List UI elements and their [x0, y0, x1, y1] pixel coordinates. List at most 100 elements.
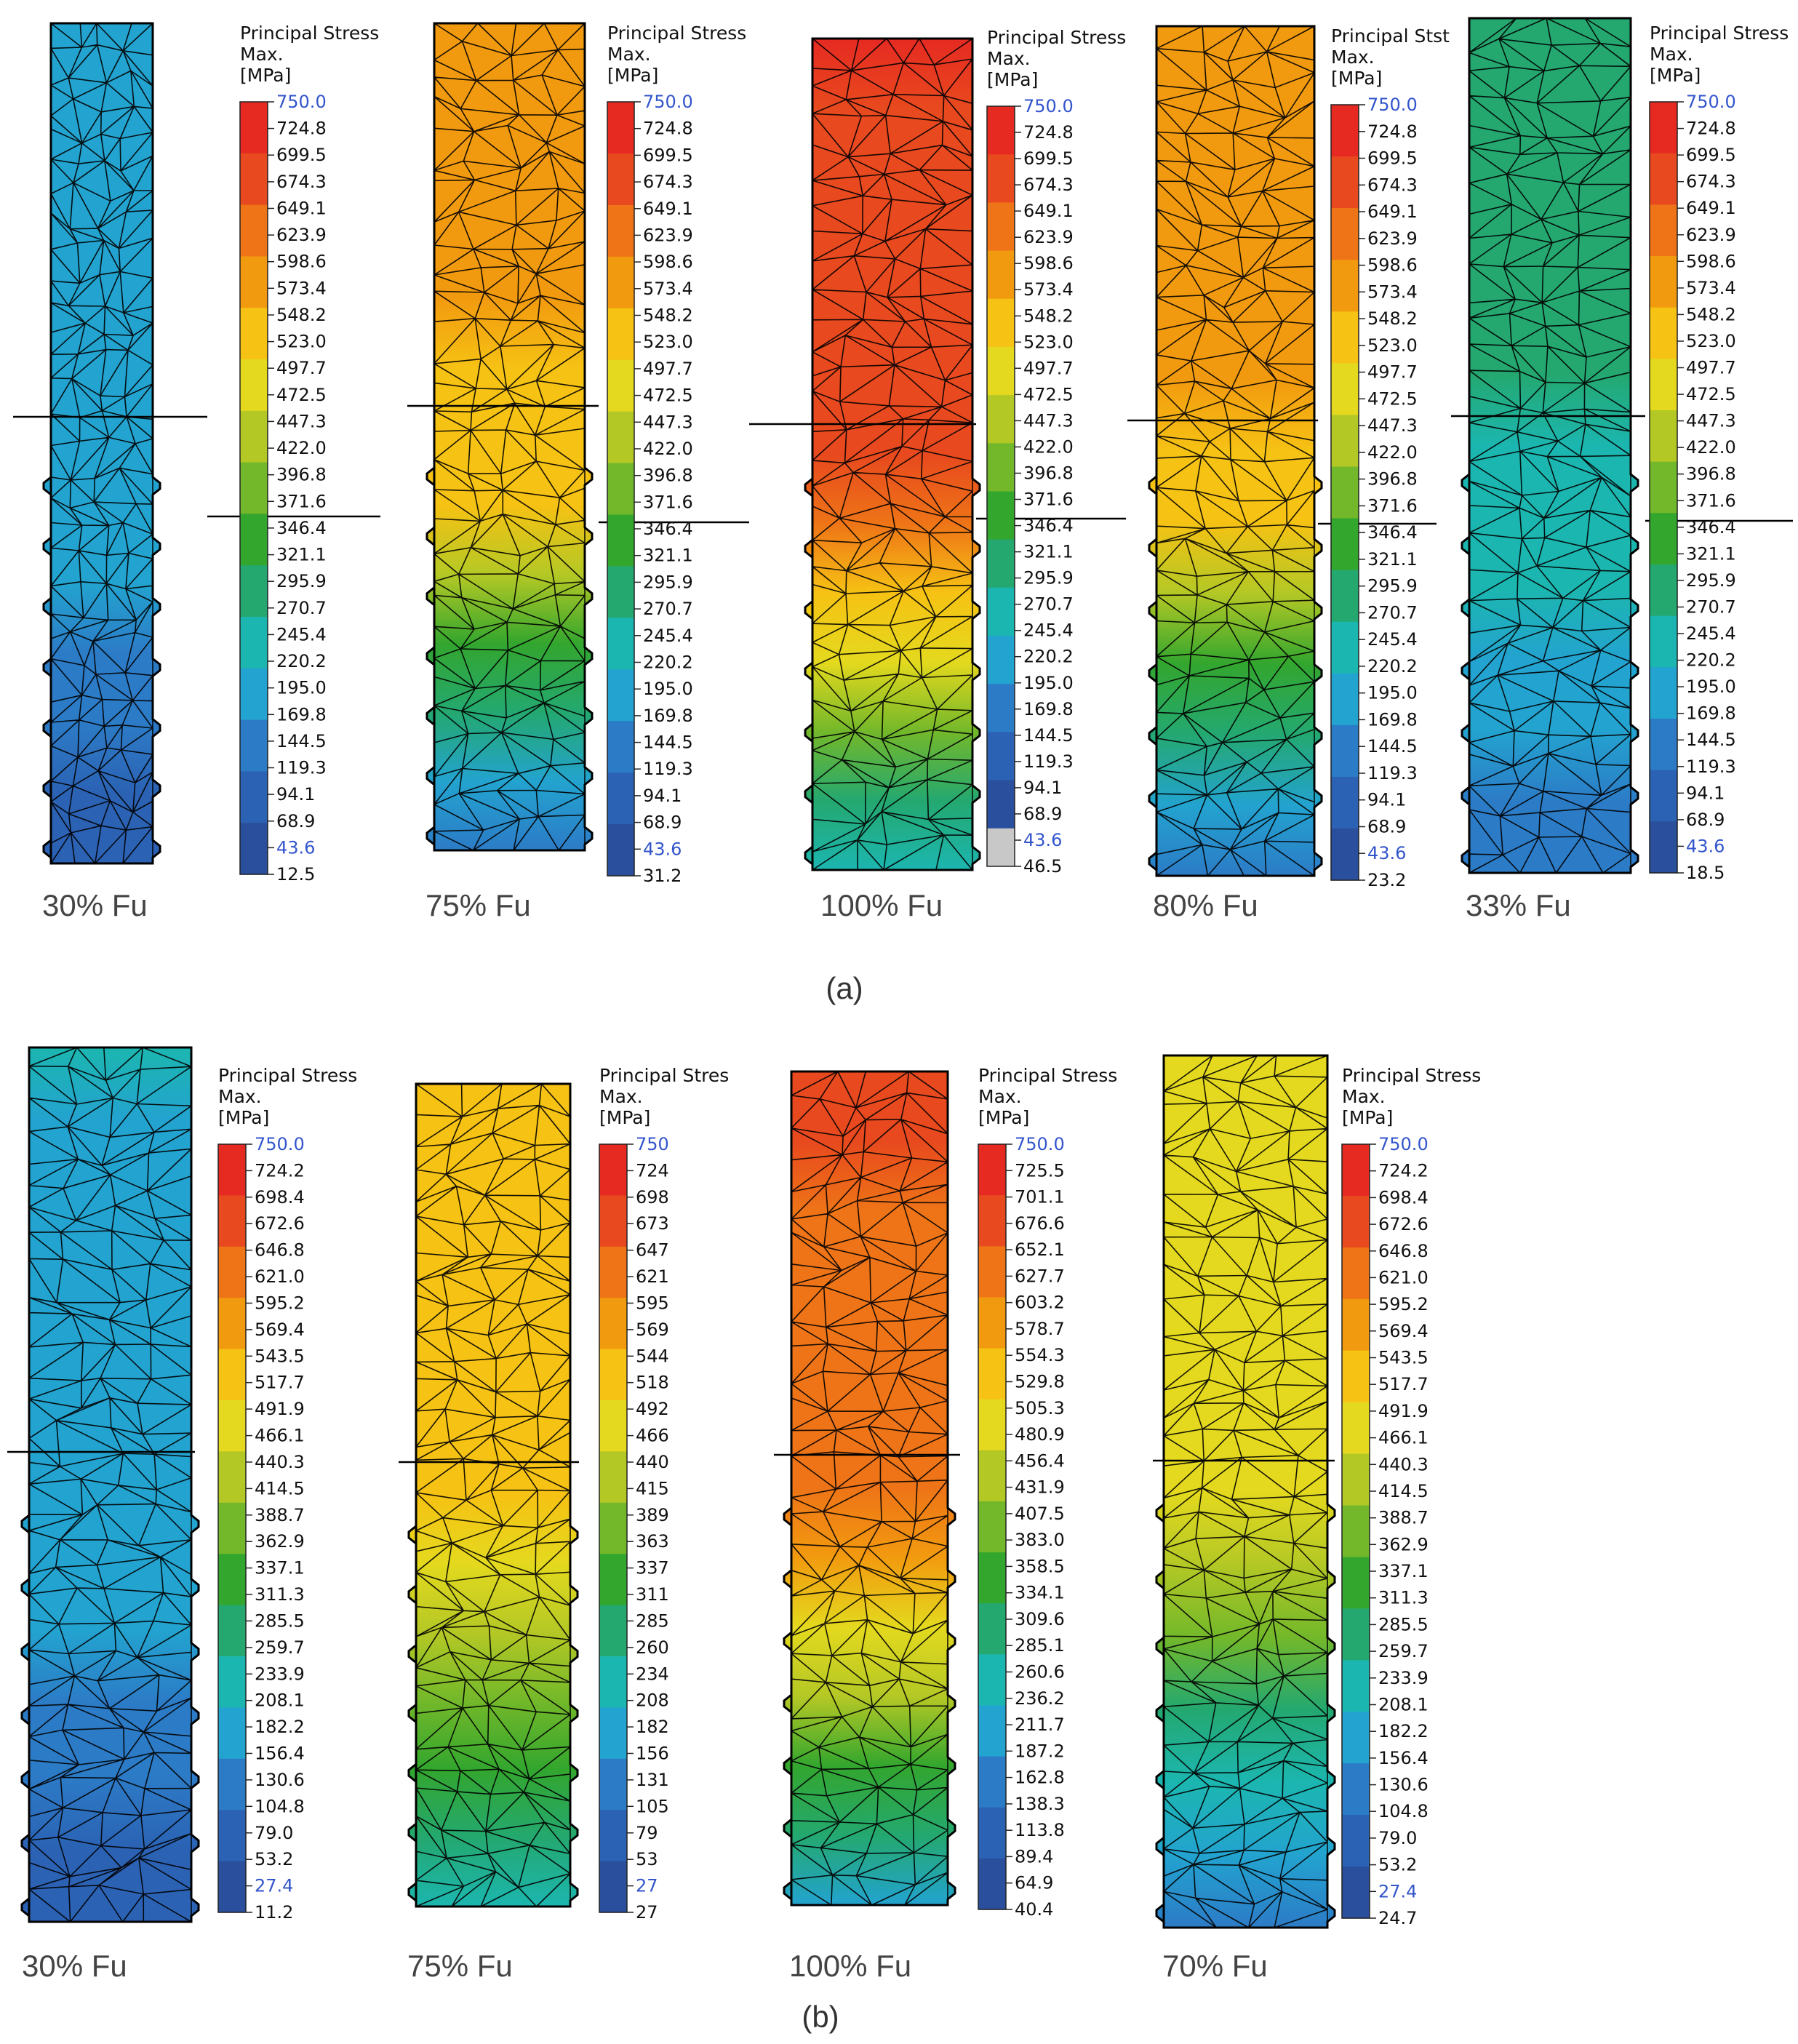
legend-tick-label: 701.1: [1015, 1187, 1065, 1207]
legend-tick-label: 497.7: [1023, 358, 1074, 378]
colorbar-band: [978, 1501, 1006, 1553]
colorbar-band: [978, 1705, 1006, 1757]
legend-tick-label: 233.9: [1378, 1668, 1429, 1688]
legend-tick-label: 43.6: [276, 837, 315, 858]
colorbar-band: [607, 514, 634, 567]
colorbar-band: [218, 1554, 246, 1606]
legend-title-line: Principal Stst: [1331, 25, 1450, 47]
legend-tick-label: 573.4: [1367, 282, 1418, 302]
colorbar-band: [1342, 1195, 1370, 1248]
legend-tick-label: 598.6: [1023, 253, 1074, 274]
colorbar-band: [218, 1707, 246, 1760]
colorbar-band: [599, 1758, 627, 1811]
colorbar-band: [240, 823, 268, 875]
legend-tick-label: 363: [636, 1531, 669, 1552]
legend-tick-label: 270.7: [276, 598, 327, 618]
legend-tick-label: 472.5: [1367, 388, 1418, 409]
legend-tick-label: 234: [636, 1664, 669, 1684]
legend-tick-label: 627.7: [1015, 1266, 1065, 1286]
legend-tick-label: 245.4: [276, 624, 327, 644]
panel-load-label: 70% Fu: [1162, 1949, 1268, 1983]
colorbar-band: [1342, 1144, 1370, 1197]
legend-tick-label: 676.6: [1015, 1213, 1065, 1234]
mesh-a2: [433, 23, 586, 851]
colorbar-band: [1331, 415, 1359, 468]
column-b4: [1155, 1054, 1336, 1929]
column-a1: [42, 22, 161, 865]
legend-tick-label: 285.5: [255, 1610, 305, 1631]
legend-tick-label: 220.2: [276, 651, 327, 671]
legend-tick-label: 119.3: [643, 759, 693, 779]
colorbar-band: [987, 443, 1015, 492]
colorbar-band: [1650, 410, 1677, 463]
legend-tick-label: 285.5: [1378, 1614, 1429, 1634]
legend-tick-label: 699.5: [276, 145, 327, 165]
colorbar-frame: [1649, 101, 1678, 874]
mesh-b1: [28, 1047, 192, 1923]
legend-tick-label: 422.0: [276, 438, 327, 458]
mesh-a3: [812, 38, 973, 871]
legend-tick-label: 724.8: [1367, 121, 1418, 142]
colorbar-band: [240, 771, 268, 823]
legend-tick-label: 119.3: [276, 758, 327, 778]
colorbar-band: [987, 154, 1015, 203]
colorbar-band: [1331, 724, 1359, 778]
legend-tick-label: 130.6: [255, 1770, 305, 1790]
legend-tick-label: 725.5: [1015, 1160, 1065, 1181]
legend-tick-label: 447.3: [1023, 410, 1074, 431]
colorbar-band: [1650, 204, 1677, 257]
colorbar-band: [607, 256, 634, 309]
legend-tick-label: 523.0: [1023, 332, 1074, 352]
legend-tick-label: 195.0: [643, 679, 693, 699]
legend-title-line: [MPa]: [599, 1107, 650, 1128]
legend-tick-label: 195.0: [1367, 683, 1418, 703]
legend-tick-label: 245.4: [1023, 620, 1074, 641]
colorbar-band: [987, 539, 1015, 588]
legend-tick-label: 259.7: [1378, 1641, 1429, 1661]
colorbar-band: [218, 1451, 246, 1504]
colorbar-band: [1331, 776, 1359, 829]
legend-tick-label: 569: [636, 1320, 669, 1340]
colorbar-band: [1331, 828, 1359, 881]
legend-tick-label: 623.9: [1686, 225, 1736, 245]
colorbar-band: [978, 1603, 1006, 1655]
colorbar-band: [218, 1810, 246, 1862]
legend-tick-label: 236.2: [1015, 1688, 1065, 1709]
legend-tick-label: 68.9: [276, 811, 315, 831]
legend-tick-label: 598.6: [643, 252, 693, 272]
legend-title-line: Max.: [1342, 1086, 1386, 1107]
legend-tick-label: 53.2: [1378, 1855, 1417, 1875]
legend-tick-label: 548.2: [276, 305, 327, 325]
legend-tick-label: 699.5: [1367, 148, 1418, 169]
legend-title-line: Principal Stress: [240, 23, 379, 44]
legend-title-line: Max.: [218, 1086, 262, 1107]
colorbar-band: [240, 153, 268, 206]
colorbar-band: [1331, 156, 1359, 209]
colorbar-frame: [599, 1143, 628, 1913]
legend-tick-label: 491.9: [1378, 1401, 1429, 1421]
colorbar-band: [607, 463, 634, 515]
legend-tick-label: 182.2: [1378, 1721, 1429, 1741]
legend-tick-label: 43.6: [1367, 843, 1406, 863]
legend-tick-label: 523.0: [1686, 331, 1736, 351]
legend-tick-label: 53: [636, 1849, 658, 1869]
legend-tick-label: 431.9: [1015, 1477, 1065, 1498]
colorbar-band: [599, 1298, 627, 1350]
colorbar-band: [599, 1400, 627, 1452]
colorbar-frame: [607, 101, 635, 877]
colorbar-band: [1342, 1453, 1370, 1506]
legend-tick-label: 64.9: [1015, 1873, 1053, 1893]
legend-title-line: Principal Stress: [987, 27, 1126, 48]
legend-tick-label: 544: [636, 1346, 669, 1366]
legend-title-line: Principal Stress: [607, 23, 746, 44]
colorbar-band: [987, 732, 1015, 781]
colorbar-band: [1342, 1402, 1370, 1455]
colorbar-band: [607, 359, 634, 412]
legend-tick-label: 543.5: [1378, 1348, 1429, 1368]
colorbar-band: [1650, 461, 1677, 514]
mesh-b4: [1163, 1055, 1328, 1928]
colorbar-band: [607, 204, 634, 258]
colorbar-band: [599, 1451, 627, 1504]
legend-title-line: Max.: [607, 44, 651, 65]
legend-tick-label: 23.2: [1367, 870, 1406, 890]
